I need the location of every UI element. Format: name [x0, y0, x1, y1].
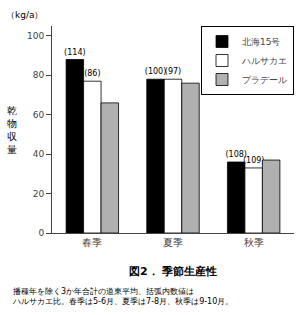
svg-text:80: 80: [33, 70, 45, 80]
svg-text:100: 100: [27, 31, 44, 41]
svg-text:（kg/a）: （kg/a）: [6, 10, 43, 20]
svg-text:北海15号: 北海15号: [242, 37, 280, 47]
svg-text:0: 0: [38, 228, 44, 238]
svg-text:60: 60: [33, 110, 45, 120]
svg-text:(97): (97): [165, 67, 181, 76]
svg-text:(114): (114): [64, 48, 86, 57]
svg-text:乾物収量: 乾物収量: [7, 105, 17, 155]
svg-text:(100): (100): [145, 67, 167, 76]
svg-text:秋季: 秋季: [244, 237, 264, 248]
svg-text:(108): (108): [225, 150, 247, 159]
svg-text:40: 40: [33, 149, 45, 159]
svg-text:夏季: 夏季: [163, 237, 183, 248]
svg-text:図2． 季節生産性: 図2． 季節生産性: [129, 265, 217, 278]
svg-text:春季: 春季: [82, 237, 102, 248]
svg-text:(86): (86): [84, 69, 100, 78]
svg-text:20: 20: [33, 189, 45, 199]
svg-text:ハルサカエ: ハルサカエ: [241, 56, 287, 66]
svg-text:播種年を除く3か年合計の道東平均、括弧内数値はハルサカエ比。: 播種年を除く3か年合計の道東平均、括弧内数値はハルサカエ比。春季は5-6月、夏季…: [12, 287, 233, 306]
svg-text:プラデール: プラデール: [242, 75, 287, 85]
svg-text:(109): (109): [243, 156, 265, 165]
